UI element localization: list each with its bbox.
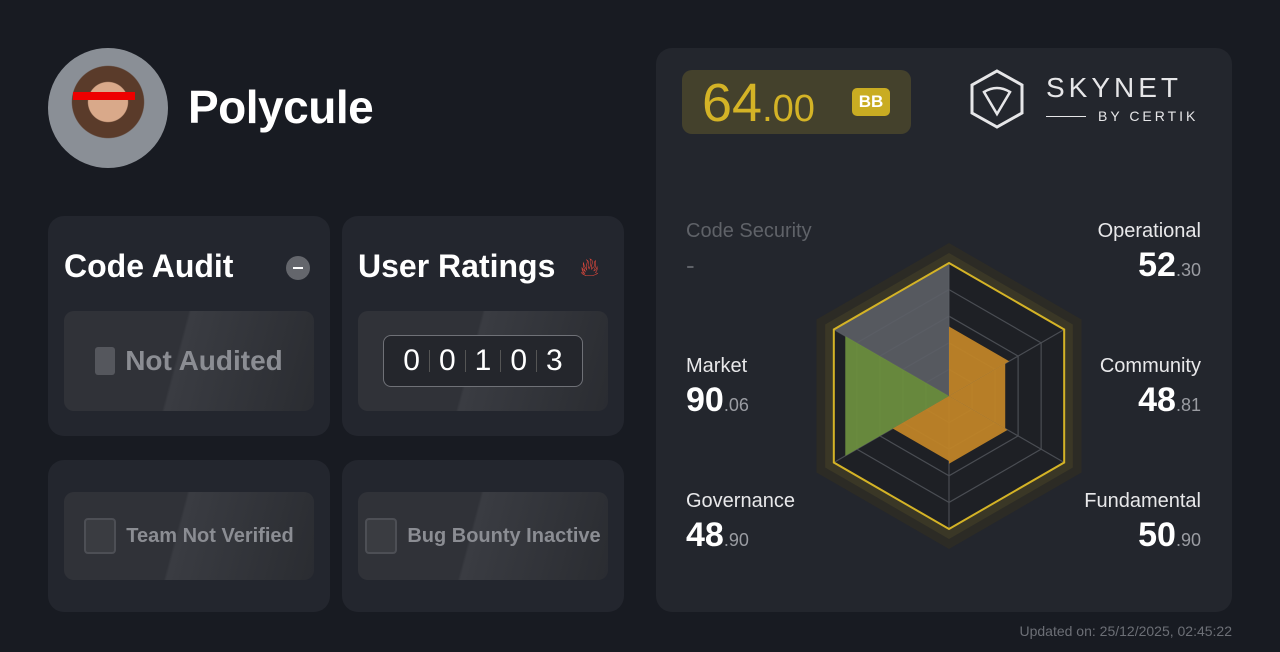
radar-sector-governance — [892, 396, 949, 462]
fire-icon: 🔥︎ — [580, 252, 600, 282]
team-card[interactable]: Team Not Verified — [48, 460, 330, 612]
score-dec: .00 — [762, 88, 815, 130]
code-security-value: - — [686, 250, 695, 280]
governance-value: 48.90 — [686, 516, 749, 554]
id-card-icon — [84, 518, 117, 554]
brand-divider — [1046, 116, 1086, 117]
community-value: 48.81 — [1138, 381, 1201, 419]
ratings-counter: 0 0 1 0 3 — [358, 311, 608, 411]
minus-circle-icon — [286, 256, 310, 280]
audit-document-icon — [95, 347, 116, 375]
radar-sector-operational — [949, 326, 1010, 396]
score-panel: 64.00 BB SKYNET BY CERTIK Code Security … — [656, 48, 1232, 612]
radar-sector-market — [845, 336, 949, 456]
market-value: 90.06 — [686, 381, 749, 419]
market-label: Market — [686, 355, 748, 377]
digit: 0 — [438, 344, 456, 377]
brand-sub: BY CERTIK — [1098, 108, 1199, 124]
audit-status-text: Not Audited — [125, 345, 283, 376]
digit: 0 — [510, 344, 528, 377]
radar-sector-code-security — [833, 263, 949, 396]
avatar — [48, 48, 168, 168]
code-security-label: Code Security — [686, 220, 812, 242]
fundamental-value: 50.90 — [1138, 516, 1201, 554]
operational-label: Operational — [1097, 220, 1201, 242]
shield-icon — [365, 518, 398, 554]
redaction-bar — [73, 92, 135, 100]
digit: 0 — [403, 344, 420, 377]
updated-timestamp: Updated on: 25/12/2025, 02:45:22 — [1019, 623, 1232, 639]
operational-value: 52.30 — [1138, 246, 1201, 284]
grade-badge: BB — [852, 88, 890, 116]
fundamental-label: Fundamental — [1084, 490, 1201, 512]
brand-name: SKYNET — [1046, 72, 1183, 103]
radar-sector-fundamental — [949, 396, 1008, 464]
overall-score: 64.00 BB — [682, 70, 911, 134]
user-ratings-title: User Ratings — [358, 248, 556, 284]
governance-label: Governance — [686, 490, 795, 512]
radar-chart — [816, 243, 1082, 549]
score-int: 64 — [702, 73, 763, 133]
team-status-text: Team Not Verified — [126, 524, 294, 547]
skynet-logo-icon — [970, 69, 1024, 129]
bug-bounty-status-text: Bug Bounty Inactive — [407, 524, 601, 547]
user-ratings-card[interactable]: User Ratings 🔥︎ 0 0 1 0 3 — [342, 216, 624, 436]
project-name: Polycule — [188, 81, 374, 133]
code-audit-card[interactable]: Code Audit Not Audited — [48, 216, 330, 436]
digit: 3 — [546, 344, 563, 377]
digit: 1 — [474, 344, 492, 377]
audit-status: Not Audited — [64, 311, 314, 411]
community-label: Community — [1099, 355, 1201, 377]
bug-bounty-card[interactable]: Bug Bounty Inactive — [342, 460, 624, 612]
code-audit-title: Code Audit — [64, 248, 234, 284]
radar-outline — [832, 261, 1066, 531]
radar-sector-community — [949, 363, 1006, 429]
